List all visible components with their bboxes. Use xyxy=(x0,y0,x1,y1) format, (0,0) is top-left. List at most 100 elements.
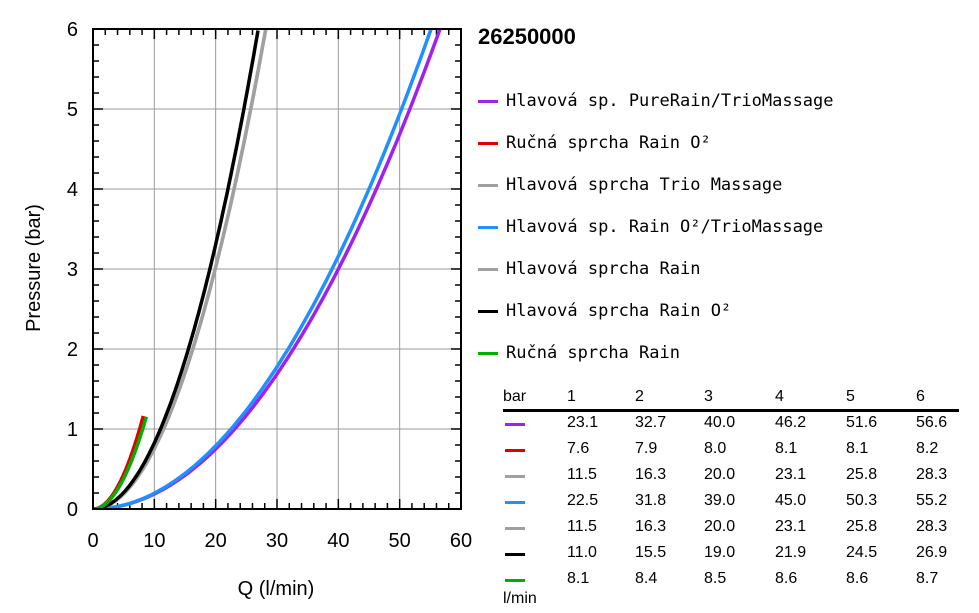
legend-swatch xyxy=(478,183,498,187)
table-cell: 7.9 xyxy=(635,440,658,457)
table-column-header: 6 xyxy=(916,388,925,405)
x-tick-label: 60 xyxy=(450,530,472,552)
table-column-header: 2 xyxy=(635,388,644,405)
y-axis-label: Pressure (bar) xyxy=(23,204,45,332)
table-row-swatch xyxy=(505,553,525,556)
table-cell: 32.7 xyxy=(635,414,667,431)
table-cell: 8.7 xyxy=(916,570,939,587)
table-corner-label: bar xyxy=(503,388,527,405)
table-row: 11.5 16.3 20.0 23.1 25.8 28.3 xyxy=(503,464,959,490)
table-column-header: 3 xyxy=(704,388,713,405)
y-tick-label: 2 xyxy=(67,339,78,361)
table-cell: 24.5 xyxy=(846,544,878,561)
tick-labels: 0 10 20 30 40 50 60 0 1 2 3 4 5 6 xyxy=(67,19,472,552)
legend-swatch xyxy=(478,267,498,271)
y-tick-label: 4 xyxy=(67,179,78,201)
x-axis-label: Q (l/min) xyxy=(238,578,315,600)
y-tick-label: 5 xyxy=(67,99,78,121)
table-row-swatch xyxy=(505,579,525,582)
table-cell: 8.5 xyxy=(704,570,727,587)
table-cell: 16.3 xyxy=(635,466,667,483)
table-cell: 25.8 xyxy=(846,518,878,535)
table-cell: 8.4 xyxy=(635,570,658,587)
table-row-swatch xyxy=(505,423,525,426)
table-row: 23.1 32.7 40.0 46.2 51.6 56.6 xyxy=(503,412,959,438)
series-line xyxy=(93,29,268,509)
table-row: 11.0 15.5 19.0 21.9 24.5 26.9 xyxy=(503,542,959,568)
legend-item: Hlavová sprcha Rain xyxy=(478,248,834,290)
table-column-header: 1 xyxy=(567,388,576,405)
series-line xyxy=(93,416,149,509)
legend-swatch xyxy=(478,351,498,355)
table-cell: 8.6 xyxy=(775,570,798,587)
table-column-header: 4 xyxy=(775,388,784,405)
legend-item: Hlavová sp. PureRain/TrioMassage xyxy=(478,80,834,122)
plot-frame xyxy=(92,28,462,510)
table-cell: 40.0 xyxy=(704,414,736,431)
y-tick-label: 3 xyxy=(67,259,78,281)
table-row: 22.5 31.8 39.0 45.0 50.3 55.2 xyxy=(503,490,959,516)
table-cell: 45.0 xyxy=(775,492,807,509)
series-line xyxy=(93,415,145,509)
legend-swatch xyxy=(478,99,498,103)
table-cell: 31.8 xyxy=(635,492,667,509)
flow-table: bar 1 2 3 4 5 6 23.1 32.7 40.0 46.2 51.6 56.6 7.6 7.9 8… xyxy=(503,388,959,594)
legend-item: Ručná sprcha Rain xyxy=(478,332,834,374)
table-cell: 23.1 xyxy=(567,414,599,431)
table-cell: 8.2 xyxy=(916,440,939,457)
table-cell: 21.9 xyxy=(775,544,807,561)
y-tick-label: 1 xyxy=(67,419,78,441)
table-row: 7.6 7.9 8.0 8.1 8.1 8.2 xyxy=(503,438,959,464)
x-tick-label: 50 xyxy=(389,530,411,552)
table-cell: 46.2 xyxy=(775,414,807,431)
legend-label: Ručná sprcha Rain O² xyxy=(506,133,711,153)
table-row-swatch xyxy=(505,449,525,452)
table-cell: 20.0 xyxy=(704,466,736,483)
legend-label: Hlavová sprcha Rain O² xyxy=(506,301,732,321)
table-cell: 23.1 xyxy=(775,466,807,483)
y-tick-label: 6 xyxy=(67,19,78,41)
legend-item: Hlavová sp. Rain O²/TrioMassage xyxy=(478,206,834,248)
table-cell: 50.3 xyxy=(846,492,878,509)
table-row-swatch xyxy=(505,501,525,504)
table-cell: 25.8 xyxy=(846,466,878,483)
table-cell: 56.6 xyxy=(916,414,948,431)
table-cell: 19.0 xyxy=(704,544,736,561)
table-cell: 11.0 xyxy=(567,544,597,561)
series-line xyxy=(93,29,433,509)
table-row-swatch xyxy=(505,475,525,478)
table-cell: 8.1 xyxy=(846,440,869,457)
x-tick-label: 20 xyxy=(205,530,227,552)
table-row-swatch xyxy=(505,527,525,530)
series-lines xyxy=(93,29,442,509)
table-cell: 8.0 xyxy=(704,440,727,457)
table-cell: 39.0 xyxy=(704,492,736,509)
table-cell: 22.5 xyxy=(567,492,599,509)
table-cell: 51.6 xyxy=(846,414,878,431)
legend-label: Hlavová sp. Rain O²/TrioMassage xyxy=(506,217,824,237)
legend-swatch xyxy=(478,309,498,313)
series-line xyxy=(93,30,260,509)
table-unit-label: l/min xyxy=(503,590,537,607)
table-cell: 11.5 xyxy=(567,466,597,483)
legend-swatch xyxy=(478,141,498,145)
table-cell: 28.3 xyxy=(916,466,948,483)
legend-item: Hlavová sprcha Trio Massage xyxy=(478,164,834,206)
table-cell: 26.9 xyxy=(916,544,948,561)
legend-item: Hlavová sprcha Rain O² xyxy=(478,290,834,332)
chart-title: 26250000 xyxy=(478,24,576,49)
series-line xyxy=(93,29,268,509)
table-cell: 7.6 xyxy=(567,440,590,457)
table-row: 11.5 16.3 20.0 23.1 25.8 28.3 xyxy=(503,516,959,542)
legend: Hlavová sp. PureRain/TrioMassage Ručná sp… xyxy=(478,80,834,374)
x-tick-label: 30 xyxy=(266,530,288,552)
x-tick-label: 0 xyxy=(87,530,98,552)
table-cell: 16.3 xyxy=(635,518,667,535)
table-cell: 11.5 xyxy=(567,518,597,535)
table-column-header: 5 xyxy=(846,388,855,405)
legend-item: Ručná sprcha Rain O² xyxy=(478,122,834,164)
table-cell: 8.1 xyxy=(775,440,798,457)
table-cell: 15.5 xyxy=(635,544,667,561)
x-tick-label: 10 xyxy=(143,530,165,552)
x-tick-label: 40 xyxy=(327,530,349,552)
